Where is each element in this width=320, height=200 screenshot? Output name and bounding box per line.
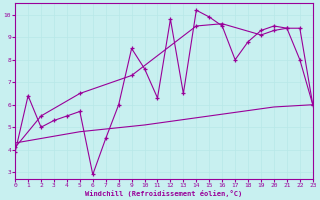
X-axis label: Windchill (Refroidissement éolien,°C): Windchill (Refroidissement éolien,°C) [85, 190, 243, 197]
